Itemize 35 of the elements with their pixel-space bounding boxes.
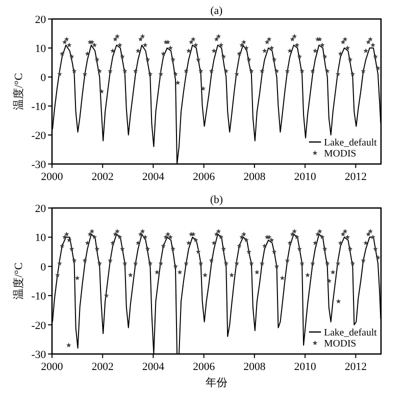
x-tick-label: 2002: [92, 171, 114, 183]
y-tick-label: 20: [35, 14, 46, 26]
y-tick-label: -20: [31, 130, 46, 142]
x-tick-label: 2008: [243, 361, 266, 373]
x-tick-label: 2006: [192, 171, 216, 183]
legend-label: Lake_default: [324, 138, 377, 148]
chart-title: (a): [210, 5, 223, 17]
y-axis-title: 温度/°C: [12, 73, 25, 110]
x-tick-label: 2000: [41, 361, 64, 373]
x-tick-label: 2008: [243, 171, 266, 183]
legend-label: Lake_default: [324, 328, 377, 338]
chart-title: (b): [210, 194, 224, 206]
y-tick-label: 0: [40, 72, 46, 84]
x-tick-label: 2006: [192, 361, 216, 373]
x-tick-label: 2012: [344, 361, 367, 373]
y-tick-label: -30: [31, 349, 46, 361]
x-tick-label: 2010: [294, 361, 317, 373]
x-tick-label: 2002: [92, 361, 114, 373]
y-tick-label: 0: [40, 261, 46, 274]
y-tick-label: 10: [35, 232, 46, 244]
y-tick-label: 20: [35, 203, 46, 215]
y-tick-label: -30: [31, 159, 46, 171]
legend-label: MODIS: [324, 338, 356, 350]
x-axis-title: 年份: [206, 377, 228, 389]
x-tick-label: 2004: [142, 171, 165, 183]
x-tick-label: 2004: [142, 361, 165, 373]
y-tick-label: -10: [31, 290, 46, 303]
y-tick-label: -20: [31, 320, 46, 332]
y-axis-title: 温度/°C: [12, 262, 25, 300]
y-tick-label: -10: [31, 101, 46, 113]
x-tick-label: 2010: [294, 171, 317, 183]
x-tick-label: 2012: [344, 171, 367, 183]
x-tick-label: 2000: [41, 171, 64, 183]
y-tick-label: 10: [35, 43, 46, 55]
legend-label: MODIS: [324, 148, 356, 160]
